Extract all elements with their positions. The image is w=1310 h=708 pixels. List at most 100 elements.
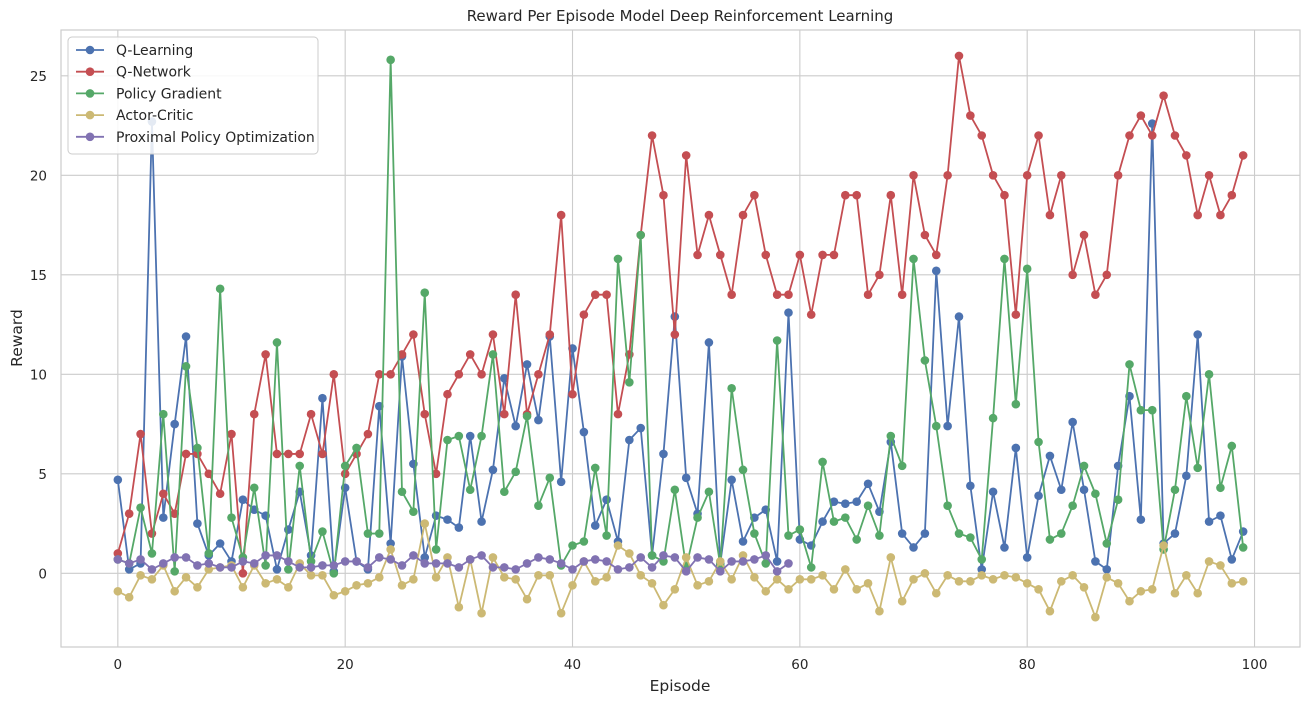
data-point-policy-gradient xyxy=(829,517,839,526)
data-point-actor-critic xyxy=(988,575,998,584)
data-point-policy-gradient xyxy=(750,529,759,538)
data-point-q-network xyxy=(613,409,623,419)
data-point-q-network xyxy=(738,210,748,220)
data-point-actor-critic xyxy=(1034,584,1043,594)
data-point-actor-critic xyxy=(602,573,611,582)
legend-label-actor-critic: Actor-Critic xyxy=(116,108,194,124)
data-point-proximal-policy-optimization xyxy=(613,565,623,574)
data-point-actor-critic xyxy=(124,592,134,602)
chart-title: Reward Per Episode Model Deep Reinforcem… xyxy=(467,7,894,25)
data-point-q-learning xyxy=(625,435,634,445)
data-point-q-learning xyxy=(818,517,827,526)
data-point-policy-gradient xyxy=(409,507,418,516)
data-point-policy-gradient xyxy=(818,457,827,467)
data-point-q-learning xyxy=(1227,555,1237,564)
series-line-q-learning xyxy=(116,120,1245,573)
data-point-q-learning xyxy=(1000,543,1009,552)
data-point-q-learning xyxy=(704,338,714,347)
data-point-actor-critic xyxy=(727,575,736,584)
data-point-actor-critic xyxy=(897,596,907,606)
data-point-policy-gradient xyxy=(784,531,793,540)
series-actor-critic xyxy=(113,519,1248,622)
series-proximal-policy-optimization xyxy=(113,551,793,576)
data-point-actor-critic xyxy=(534,571,543,580)
data-point-proximal-policy-optimization xyxy=(170,553,179,562)
data-point-q-network xyxy=(1216,210,1225,220)
data-point-actor-critic xyxy=(1227,579,1237,588)
data-point-policy-gradient xyxy=(1204,370,1214,379)
data-point-policy-gradient xyxy=(159,409,168,419)
data-point-policy-gradient xyxy=(295,461,305,471)
data-point-proximal-policy-optimization xyxy=(738,557,748,566)
data-point-policy-gradient xyxy=(420,288,430,298)
data-point-actor-critic xyxy=(863,579,873,588)
data-point-actor-critic xyxy=(1000,571,1009,580)
data-point-proximal-policy-optimization xyxy=(329,561,339,570)
data-point-actor-critic xyxy=(204,565,214,574)
data-point-actor-critic xyxy=(545,571,555,580)
data-point-q-network xyxy=(1193,210,1202,220)
data-point-proximal-policy-optimization xyxy=(659,551,668,560)
data-point-policy-gradient xyxy=(693,513,702,522)
data-point-proximal-policy-optimization xyxy=(556,559,566,568)
data-point-q-network xyxy=(852,190,861,200)
data-point-q-network xyxy=(249,409,259,419)
x-tick-label: 100 xyxy=(1242,657,1268,673)
data-point-actor-critic xyxy=(1022,579,1032,588)
data-point-proximal-policy-optimization xyxy=(704,555,714,564)
data-point-q-learning xyxy=(920,529,930,538)
data-point-q-learning xyxy=(534,415,543,425)
data-point-q-learning xyxy=(181,332,191,341)
data-point-policy-gradient xyxy=(443,435,452,445)
data-point-proximal-policy-optimization xyxy=(625,563,634,572)
data-point-proximal-policy-optimization xyxy=(727,557,736,566)
data-point-q-network xyxy=(1056,170,1066,180)
data-point-q-network xyxy=(170,509,179,518)
data-point-policy-gradient xyxy=(193,443,202,453)
data-point-policy-gradient xyxy=(227,513,236,522)
data-point-policy-gradient xyxy=(636,230,646,240)
data-point-q-learning xyxy=(1068,417,1077,427)
data-point-actor-critic xyxy=(954,577,964,586)
data-point-policy-gradient xyxy=(1182,391,1191,401)
data-point-policy-gradient xyxy=(988,413,998,423)
data-point-q-network xyxy=(772,290,782,300)
data-point-q-network xyxy=(886,190,896,200)
data-point-actor-critic xyxy=(318,571,327,580)
data-point-policy-gradient xyxy=(1102,539,1112,548)
data-point-q-network xyxy=(147,529,157,538)
data-point-q-network xyxy=(1079,230,1089,240)
data-point-policy-gradient xyxy=(522,411,532,421)
data-point-actor-critic xyxy=(454,602,464,612)
data-point-q-learning xyxy=(670,312,680,321)
data-point-actor-critic xyxy=(829,584,839,594)
x-tick-label: 0 xyxy=(114,657,123,673)
data-point-actor-critic xyxy=(1011,573,1021,582)
data-point-q-network xyxy=(488,330,498,339)
x-axis-label: Episode xyxy=(650,677,711,695)
data-point-q-learning xyxy=(113,475,123,485)
data-point-actor-critic xyxy=(147,575,157,584)
data-point-q-learning xyxy=(829,497,839,507)
data-point-q-network xyxy=(1227,190,1237,200)
data-point-policy-gradient xyxy=(977,555,987,564)
series-line-policy-gradient xyxy=(117,58,1245,575)
data-point-actor-critic xyxy=(352,581,361,590)
data-point-q-network xyxy=(534,370,543,379)
data-point-policy-gradient xyxy=(488,350,498,359)
data-point-policy-gradient xyxy=(511,467,520,477)
data-point-policy-gradient xyxy=(1125,360,1134,369)
data-point-q-learning xyxy=(454,523,464,532)
data-point-actor-critic xyxy=(795,575,805,584)
x-tick-label: 60 xyxy=(791,657,808,673)
data-point-q-network xyxy=(1102,270,1112,280)
data-point-policy-gradient xyxy=(920,356,930,365)
data-point-proximal-policy-optimization xyxy=(306,563,316,572)
data-point-q-learning xyxy=(522,360,532,369)
data-point-actor-critic xyxy=(431,573,441,582)
data-point-policy-gradient xyxy=(568,541,577,550)
legend-marker-proximal-policy-optimization xyxy=(85,132,95,142)
data-point-q-learning xyxy=(465,431,475,441)
data-point-q-network xyxy=(284,449,293,459)
data-point-actor-critic xyxy=(1045,606,1055,616)
